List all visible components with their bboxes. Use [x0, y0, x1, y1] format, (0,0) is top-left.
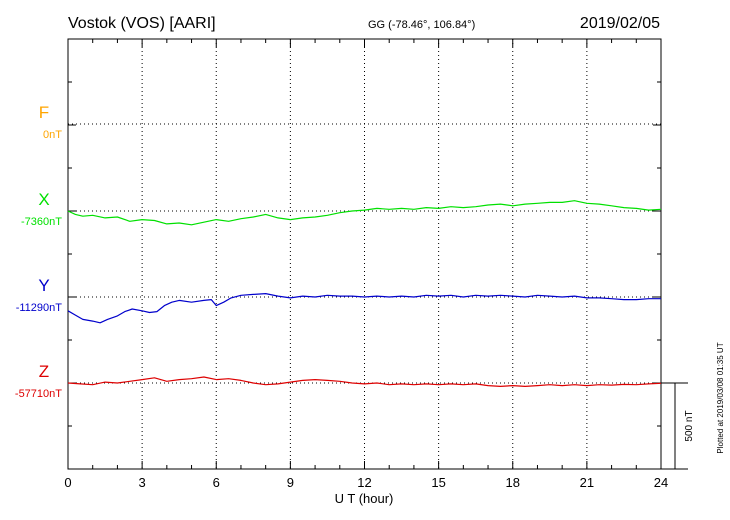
x-tick-label: 9 [287, 475, 294, 490]
series-baseline-x: -7360nT [21, 216, 62, 228]
series-line-y [67, 293, 661, 324]
x-tick-label: 24 [654, 475, 668, 490]
station-title: Vostok (VOS) [AARI] [68, 15, 216, 32]
series-baseline-y: -11290nT [16, 302, 63, 314]
series-name-y: Y [38, 276, 49, 295]
date-label: 2019/02/05 [580, 15, 660, 32]
series-name-x: X [38, 190, 49, 209]
x-tick-label: 15 [431, 475, 445, 490]
plotted-timestamp: Plotted at 2019/03/08 01:35 UT [716, 342, 725, 453]
series-name-f: F [39, 103, 49, 122]
x-tick-label: 12 [357, 475, 371, 490]
coordinates-label: GG (-78.46°, 106.84°) [368, 19, 475, 31]
series-name-z: Z [39, 362, 49, 381]
scale-bar-label: 500 nT [684, 410, 695, 441]
scale-bar [661, 382, 688, 470]
series-baseline-z: -57710nT [15, 388, 62, 400]
series-baseline-f: 0nT [43, 129, 62, 141]
series-lines [67, 200, 662, 387]
axis-ticks [67, 39, 662, 469]
grid-lines [141, 39, 588, 469]
x-tick-labels: 0 3 6 9 12 15 18 21 24 [64, 475, 668, 490]
series-line-z [67, 376, 662, 387]
x-tick-label: 3 [139, 475, 146, 490]
x-axis-label: U T (hour) [335, 491, 394, 506]
x-tick-label: 18 [506, 475, 520, 490]
series-labels: F 0nT X -7360nT Y -11290nT Z -57710nT [15, 103, 62, 400]
series-line-x [67, 200, 662, 226]
x-tick-label: 6 [213, 475, 220, 490]
x-tick-label: 0 [64, 475, 71, 490]
baselines [68, 123, 661, 384]
x-tick-label: 21 [580, 475, 594, 490]
